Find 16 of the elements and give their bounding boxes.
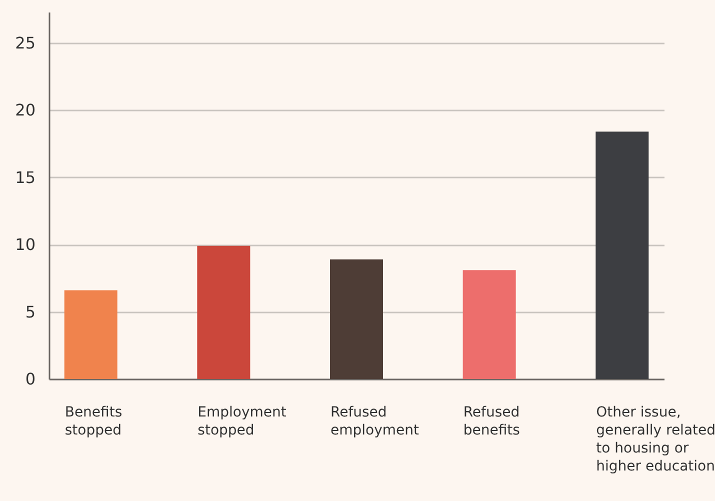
y-tick-label: 0 xyxy=(25,370,36,388)
y-tick-label: 25 xyxy=(15,33,36,52)
bar xyxy=(64,290,118,379)
bar xyxy=(197,246,250,379)
x-tick-label: Refused benefits xyxy=(463,404,520,438)
bar xyxy=(596,132,649,379)
x-tick-label: Refused employment xyxy=(330,404,420,438)
bar xyxy=(330,259,383,379)
y-tick-label: 15 xyxy=(15,168,36,187)
bar xyxy=(462,270,516,379)
y-tick-label: 5 xyxy=(25,302,36,322)
x-tick-label: Other issue, generally related to housing or higher education xyxy=(596,404,715,474)
y-tick-label: 10 xyxy=(15,235,36,254)
x-tick-label: Benefits stopped xyxy=(64,404,122,438)
x-tick-label: Employment stopped xyxy=(198,404,287,438)
y-tick-label: 20 xyxy=(15,100,36,120)
